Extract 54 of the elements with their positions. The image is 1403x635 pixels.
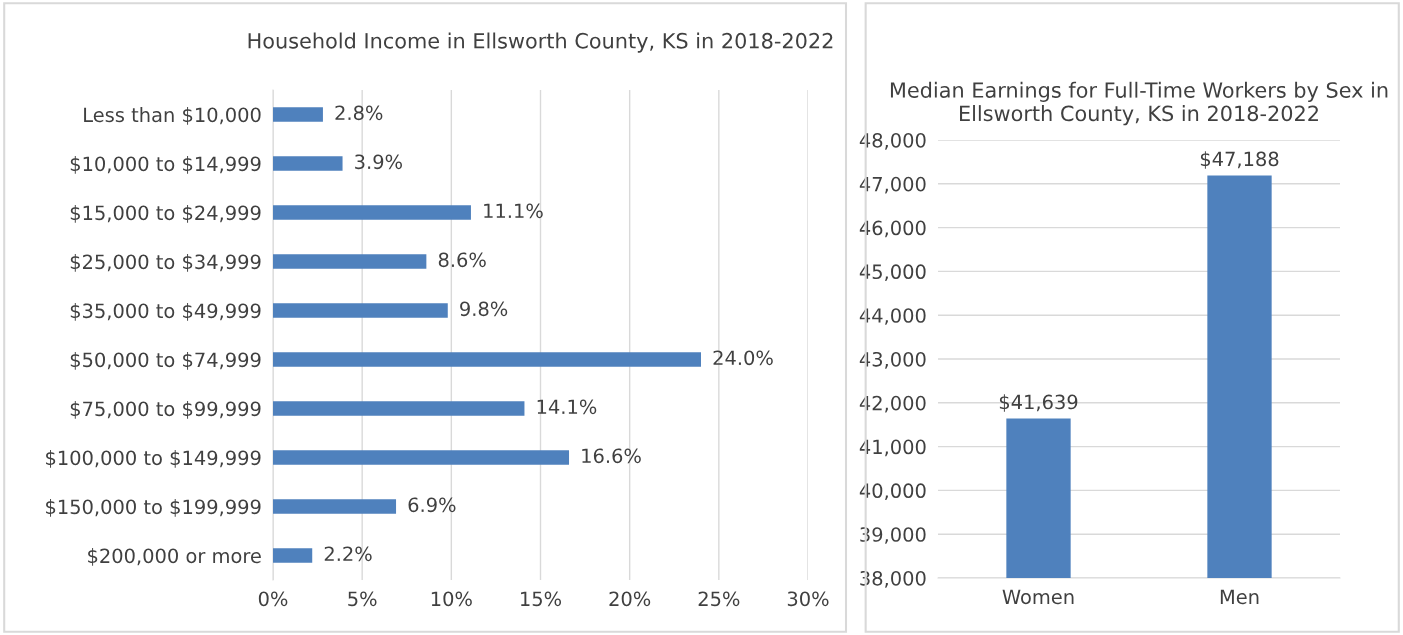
y-tick-label: 47,000 (859, 176, 926, 194)
bar (273, 254, 427, 269)
y-tick-label: $200,000 or more (88, 548, 261, 566)
y-tick-label: 44,000 (859, 308, 926, 325)
bar (273, 548, 313, 563)
bar (273, 450, 570, 465)
chart-title: Household Income in Ellsworth County, KS in 2018-2022 (248, 32, 833, 53)
y-tick-label: $75,000 to $99,999 (70, 401, 261, 419)
y-tick-label: $100,000 to $149,999 (46, 450, 261, 468)
y-tick-label: 43,000 (859, 351, 926, 369)
y-tick-label: 39,000 (860, 527, 926, 544)
data-label: 8.6% (438, 252, 486, 268)
y-tick-label: 48,000 (859, 132, 926, 150)
y-tick-label: 46,000 (859, 220, 926, 238)
data-label: 16.6% (582, 448, 641, 464)
y-tick-label: 40,000 (859, 483, 926, 501)
bar (273, 156, 343, 171)
data-label: 14.1% (537, 399, 597, 415)
data-label: 2.8% (335, 105, 383, 121)
y-tick-label: $10,000 to $14,999 (70, 156, 261, 174)
data-label: $47,188 (1200, 151, 1279, 169)
bar (273, 352, 701, 367)
data-label: 24.0% (713, 350, 773, 366)
data-label: 3.9% (355, 154, 402, 170)
bar (273, 205, 471, 220)
x-tick-label: Women (1002, 589, 1074, 605)
y-tick-label: 41,000 (859, 439, 926, 457)
data-label: 6.9% (408, 497, 456, 513)
x-tick-label: 10% (431, 591, 472, 607)
x-tick-label: 5% (348, 591, 377, 607)
y-tick-label: Less than $10,000 (84, 107, 261, 125)
x-tick-label: 25% (698, 591, 740, 607)
data-label: 9.8% (460, 301, 508, 317)
y-tick-label: 38,000 (860, 570, 926, 588)
y-tick-label: $150,000 to $199,999 (46, 499, 261, 517)
y-tick-label: $25,000 to $34,999 (70, 254, 261, 272)
x-tick-label: Men (1220, 589, 1259, 605)
y-tick-label: $50,000 to $74,999 (70, 352, 261, 370)
data-label: $41,639 (999, 394, 1078, 412)
y-tick-label: 42,000 (859, 395, 926, 413)
data-label: 2.2% (324, 546, 372, 562)
y-tick-label: $35,000 to $49,999 (70, 303, 261, 321)
bar (273, 499, 397, 514)
bar (273, 401, 525, 416)
chart-title: Median Earnings for Full-Time Workers by Sex in Ellsworth County, KS in 2018-2022 (890, 81, 1388, 126)
bar (273, 303, 448, 318)
x-tick-label: 20% (609, 591, 651, 607)
x-tick-label: 0% (258, 591, 288, 607)
y-tick-label: 45,000 (859, 264, 926, 282)
x-tick-label: 30% (787, 591, 829, 607)
bar (273, 107, 323, 122)
y-tick-label: $15,000 to $24,999 (70, 205, 261, 223)
x-tick-label: 15% (521, 591, 562, 607)
data-label: 11.1% (484, 203, 543, 219)
